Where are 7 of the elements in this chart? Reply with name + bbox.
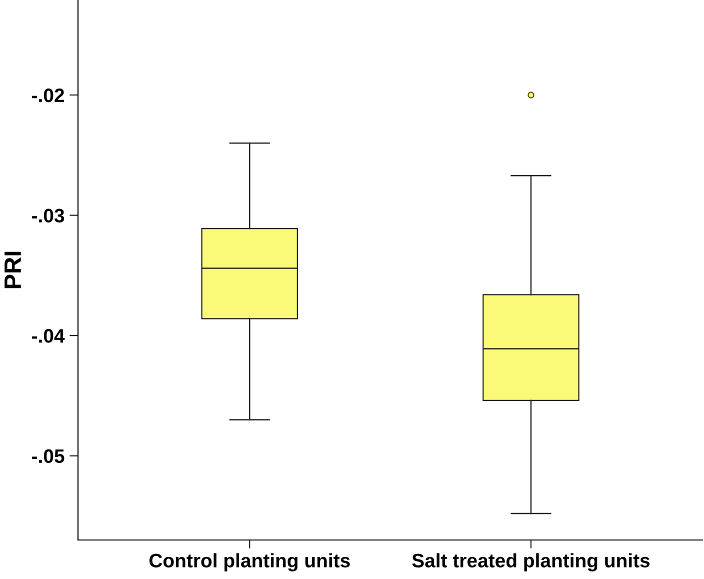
y-tick-label: -.03 bbox=[32, 208, 64, 223]
y-tick-label: -.04 bbox=[32, 329, 65, 343]
y-tick-label: -.02 bbox=[32, 88, 64, 102]
y-axis-title: PRI bbox=[4, 252, 21, 288]
x-tick-label: Control planting units bbox=[149, 553, 350, 572]
y-tick-label: -.05 bbox=[32, 449, 64, 464]
x-tick-label: Salt treated planting units bbox=[412, 553, 650, 572]
